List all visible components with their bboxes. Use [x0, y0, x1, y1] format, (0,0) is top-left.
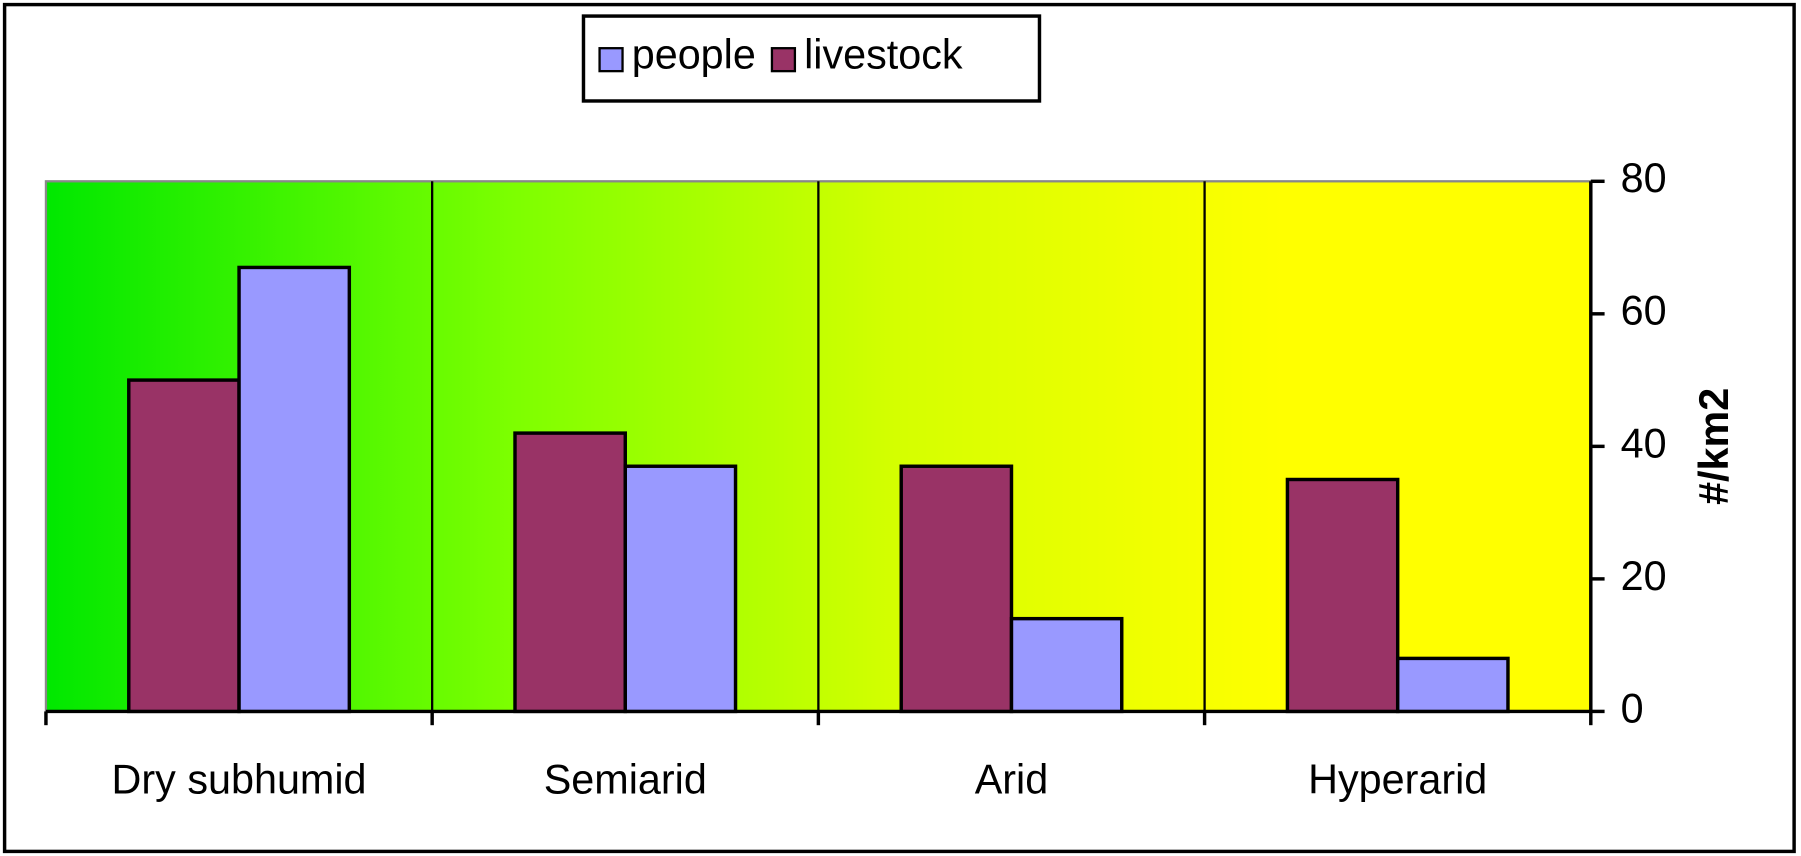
- legend-label: livestock: [804, 31, 963, 77]
- legend-box: [581, 14, 1042, 103]
- y-tick-label: 80: [1621, 155, 1667, 201]
- bar: [1285, 477, 1400, 714]
- y-tick-label: 40: [1621, 420, 1667, 466]
- legend-label: people: [632, 31, 756, 77]
- y-tick-label: 60: [1621, 288, 1667, 334]
- bar: [623, 464, 738, 714]
- legend-swatch: [770, 47, 797, 73]
- bar: [899, 464, 1014, 714]
- x-tick-label: Arid: [975, 756, 1049, 802]
- y-tick-label: 0: [1621, 685, 1644, 731]
- x-tick-label: Hyperarid: [1308, 756, 1487, 802]
- bar: [237, 265, 352, 714]
- bar: [127, 378, 241, 714]
- bar: [1009, 616, 1124, 714]
- x-tick-label: Semiarid: [544, 756, 707, 802]
- y-tick-label: 20: [1621, 553, 1667, 599]
- legend-swatch: [598, 47, 624, 73]
- y-axis-title: #/km2: [1691, 388, 1737, 505]
- bar: [513, 431, 627, 714]
- x-tick-label: Dry subhumid: [112, 756, 367, 802]
- bar: [1395, 656, 1510, 714]
